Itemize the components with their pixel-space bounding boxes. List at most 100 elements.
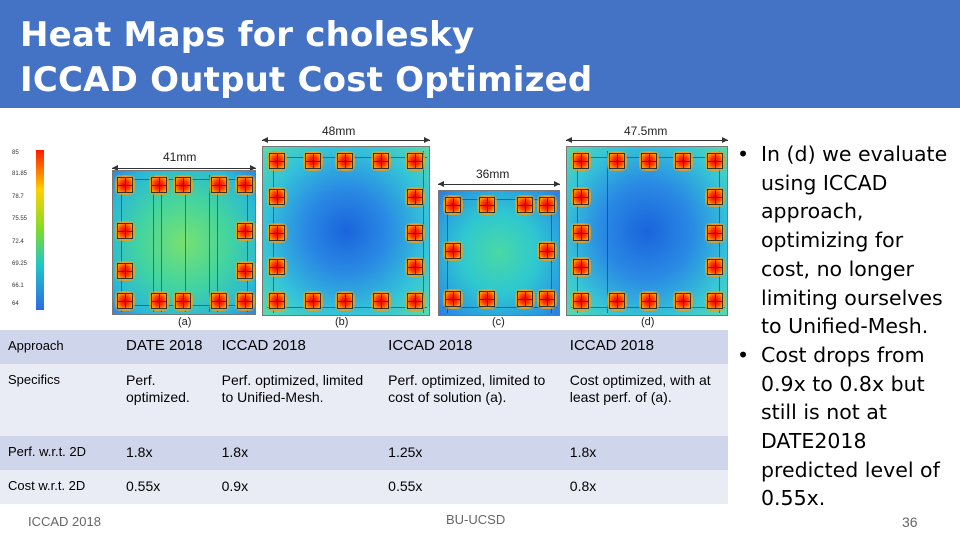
hotspot-marker [443, 195, 463, 215]
heat-map-panel-b [262, 146, 430, 316]
dimension-arrow-a [112, 165, 256, 171]
table-row: Approach DATE 2018 ICCAD 2018 ICCAD 2018… [0, 330, 728, 364]
table-cell: Perf. optimized, limited to Unified-Mesh… [213, 364, 381, 436]
hotspot-marker [705, 187, 725, 207]
hotspot-marker [571, 187, 591, 207]
hotspot-marker [607, 291, 627, 311]
colorbar-tick: 72.4 [12, 239, 24, 245]
hotspot-marker [571, 151, 591, 171]
row-header-approach: Approach [0, 330, 118, 364]
table-cell: 1.8x [213, 436, 381, 470]
hotspot-marker [515, 195, 535, 215]
hotspot-marker [371, 151, 391, 171]
dimension-label-d: 47.5mm [624, 124, 668, 138]
colorbar-tick: 66.1 [12, 283, 24, 289]
heat-map-panel-c [438, 190, 560, 316]
colorbar-tick: 81.85 [12, 171, 28, 177]
hotspot-marker [515, 289, 535, 309]
panel-label-a: (a) [178, 316, 192, 328]
table-row: Cost w.r.t. 2D 0.55x 0.9x 0.55x 0.8x [0, 470, 728, 504]
comparison-table: Approach DATE 2018 ICCAD 2018 ICCAD 2018… [0, 330, 728, 504]
dimension-arrow-c [438, 181, 560, 187]
hotspot-marker [443, 289, 463, 309]
table-cell: Perf. optimized. [118, 364, 214, 436]
hotspot-marker [705, 151, 725, 171]
hotspot-marker [405, 187, 425, 207]
colorbar-tick: 64 [12, 301, 19, 307]
table-cell: ICCAD 2018 [213, 330, 381, 364]
colorbar-tick: 85 [12, 150, 19, 156]
slide-title-line-1: Heat Maps for cholesky [20, 15, 475, 55]
hotspot-marker [267, 291, 287, 311]
hotspot-marker [537, 241, 557, 261]
row-header-specifics: Specifics [0, 364, 118, 436]
hotspot-marker [571, 223, 591, 243]
hotspot-marker [477, 195, 497, 215]
title-bar: Heat Maps for cholesky ICCAD Output Cost… [0, 0, 960, 108]
hotspot-marker [267, 187, 287, 207]
colorbar-tick: 75.55 [12, 216, 28, 222]
grid-line [209, 175, 210, 312]
hotspot-marker [607, 151, 627, 171]
hotspot-marker [267, 151, 287, 171]
hotspot-marker [705, 223, 725, 243]
hotspot-marker [405, 151, 425, 171]
table-cell: 0.55x [118, 470, 214, 504]
footer-conference: ICCAD 2018 [28, 514, 101, 529]
table-row: Perf. w.r.t. 2D 1.8x 1.8x 1.25x 1.8x [0, 436, 728, 470]
hotspot-marker [209, 291, 229, 311]
hotspot-marker [335, 151, 355, 171]
panel-label-b: (b) [335, 316, 349, 328]
grid-line [247, 175, 248, 312]
hotspot-marker [303, 151, 323, 171]
table-cell: ICCAD 2018 [561, 330, 728, 364]
title-notch [728, 108, 960, 112]
dimension-label-c: 36mm [476, 167, 510, 181]
hotspot-marker [115, 291, 135, 311]
hotspot-marker [235, 221, 255, 241]
bullet-item: Cost drops from 0.9x to 0.8x but still i… [735, 341, 957, 513]
row-header-cost: Cost w.r.t. 2D [0, 470, 118, 504]
hotspot-marker [149, 291, 169, 311]
table-cell: Cost optimized, with at least perf. of (… [561, 364, 728, 436]
colorbar-tick: 69.25 [12, 261, 28, 267]
bullet-item: In (d) we evaluate using ICCAD approach,… [735, 140, 957, 341]
hotspot-marker [371, 291, 391, 311]
grid-line [161, 175, 162, 312]
hotspot-marker [405, 223, 425, 243]
table-cell: ICCAD 2018 [380, 330, 562, 364]
table-cell: 0.55x [380, 470, 562, 504]
hotspot-marker [267, 257, 287, 277]
hotspot-marker [173, 291, 193, 311]
hotspot-marker [115, 221, 135, 241]
hotspot-marker [173, 175, 193, 195]
hotspot-marker [477, 289, 497, 309]
hotspot-marker [639, 151, 659, 171]
grid-line [153, 175, 154, 312]
hotspot-marker [537, 195, 557, 215]
table-cell: 0.9x [213, 470, 381, 504]
hotspot-marker [705, 291, 725, 311]
hotspot-marker [235, 175, 255, 195]
heat-map-panel-a [112, 170, 256, 315]
table-row: Specifics Perf. optimized. Perf. optimiz… [0, 364, 728, 436]
heat-map-panel-d [566, 146, 728, 316]
colorbar-tick: 78.7 [12, 194, 24, 200]
row-header-perf: Perf. w.r.t. 2D [0, 436, 118, 470]
slide-number: 36 [902, 514, 918, 530]
hotspot-marker [149, 175, 169, 195]
dimension-label-a: 41mm [163, 150, 197, 164]
hotspot-marker [639, 291, 659, 311]
hotspot-marker [209, 175, 229, 195]
bullet-list: In (d) we evaluate using ICCAD approach,… [735, 140, 957, 513]
hotspot-marker [705, 257, 725, 277]
table-cell: Perf. optimized, limited to cost of solu… [380, 364, 562, 436]
grid-line [121, 175, 122, 312]
hotspot-marker [115, 175, 135, 195]
hotspot-marker [235, 291, 255, 311]
table-cell: 1.8x [118, 436, 214, 470]
panel-label-c: (c) [492, 316, 505, 328]
hotspot-marker [267, 223, 287, 243]
panel-label-d: (d) [641, 316, 655, 328]
table-cell: DATE 2018 [118, 330, 214, 364]
